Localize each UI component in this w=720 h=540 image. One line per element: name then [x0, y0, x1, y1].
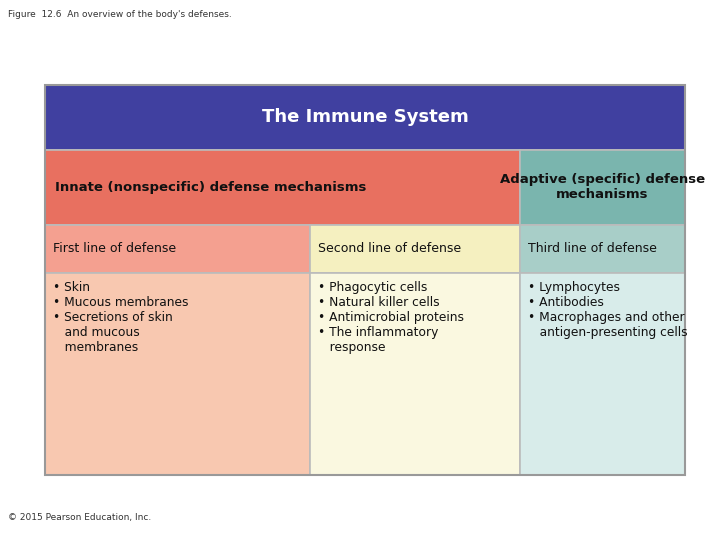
- Text: Adaptive (specific) defense
mechanisms: Adaptive (specific) defense mechanisms: [500, 173, 705, 201]
- Bar: [520, 273, 685, 475]
- Bar: [45, 85, 685, 150]
- Text: Figure  12.6  An overview of the body's defenses.: Figure 12.6 An overview of the body's de…: [8, 10, 232, 19]
- Text: Third line of defense: Third line of defense: [528, 242, 657, 255]
- Bar: [520, 150, 685, 225]
- Text: © 2015 Pearson Education, Inc.: © 2015 Pearson Education, Inc.: [8, 513, 151, 522]
- Bar: [45, 150, 520, 225]
- Bar: [310, 273, 520, 475]
- Bar: [45, 225, 310, 273]
- Bar: [45, 273, 310, 475]
- Text: • Skin
• Mucous membranes
• Secretions of skin
   and mucous
   membranes: • Skin • Mucous membranes • Secretions o…: [53, 281, 189, 354]
- Text: • Phagocytic cells
• Natural killer cells
• Antimicrobial proteins
• The inflamm: • Phagocytic cells • Natural killer cell…: [318, 281, 464, 354]
- Text: • Lymphocytes
• Antibodies
• Macrophages and other
   antigen-presenting cells: • Lymphocytes • Antibodies • Macrophages…: [528, 281, 688, 339]
- Bar: [310, 225, 520, 273]
- Text: Innate (nonspecific) defense mechanisms: Innate (nonspecific) defense mechanisms: [55, 181, 366, 194]
- Text: The Immune System: The Immune System: [261, 109, 469, 126]
- Bar: [520, 225, 685, 273]
- Text: Second line of defense: Second line of defense: [318, 242, 461, 255]
- Text: First line of defense: First line of defense: [53, 242, 176, 255]
- Bar: [45, 85, 685, 475]
